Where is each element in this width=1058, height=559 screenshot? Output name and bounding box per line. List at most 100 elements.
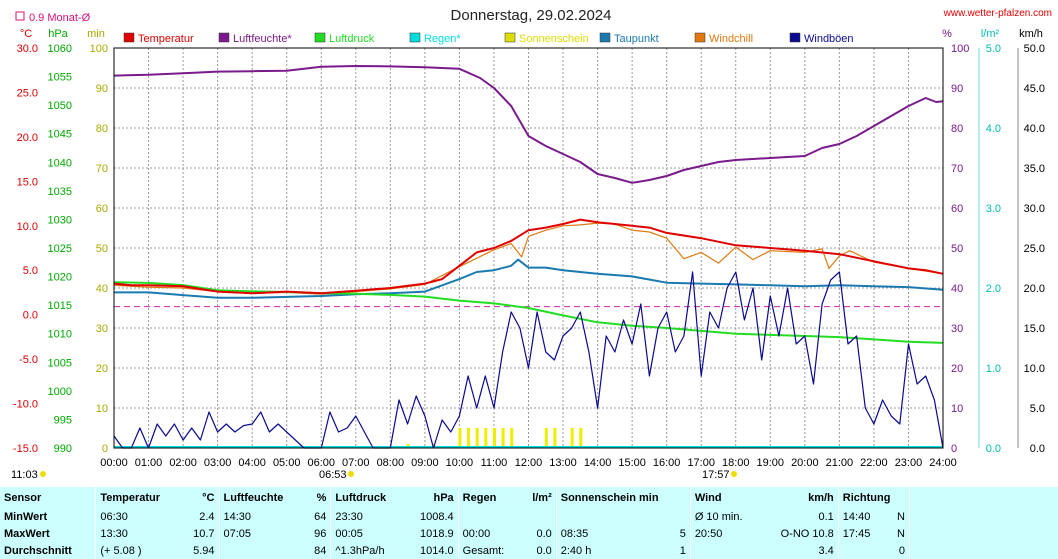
y-tick-label: -15.0	[13, 443, 38, 455]
x-tick-label: 12:00	[515, 457, 543, 469]
wind-time	[689, 542, 761, 559]
statistics-table: Sensor Temperatur °C Luftfeuchte % Luftd…	[0, 487, 1058, 559]
y-tick-label: 30	[96, 323, 108, 335]
x-tick-label: 09:00	[411, 457, 439, 469]
pres-value: 1018.9	[420, 527, 454, 540]
x-tick-label: 06:00	[307, 457, 335, 469]
x-tick-label: 17:00	[687, 457, 715, 469]
rain-time: 00:00	[457, 525, 522, 543]
monthly-avg-label: 0.9 Monat-Ø	[29, 12, 91, 24]
wind-value: O-NO 10.8	[780, 527, 834, 540]
y-tick-label: 15.0	[1024, 323, 1045, 335]
sun-time: 08:35	[555, 525, 654, 543]
sun-value: 5	[679, 527, 686, 540]
legend-label: Temperatur	[138, 33, 194, 45]
hdr-wind: Wind	[689, 487, 761, 509]
x-tick-label: 05:00	[273, 457, 301, 469]
y-tick-label: 0	[102, 443, 108, 455]
unit-sun: min	[87, 28, 105, 40]
sunshine-bar	[458, 428, 462, 448]
y-tick-label: 25.0	[1024, 243, 1045, 255]
y-tick-label: 25.0	[17, 87, 38, 99]
y-tick-label: 70	[96, 163, 108, 175]
pres-value: 1014.0	[420, 544, 454, 557]
hdr-pressure-unit: hPa	[433, 491, 454, 504]
sunset-time: 17:57	[702, 469, 730, 481]
y-tick-label: 40.0	[1024, 123, 1045, 135]
stats-row-avg: Durchschnitt (+ 5.08 ) 5.94 84 ^1.3hPa/h…	[0, 542, 1058, 559]
sunshine-bar	[510, 428, 514, 448]
x-tick-label: 22:00	[860, 457, 888, 469]
sunshine-bar	[579, 428, 583, 448]
x-tick-label: 10:00	[446, 457, 474, 469]
hum-time: 07:05	[218, 525, 305, 543]
sun-time	[555, 508, 654, 526]
y-tick-label: 1010	[48, 329, 72, 341]
y-tick-label: 2.0	[986, 283, 1001, 295]
site-url[interactable]: www.wetter-pfalzen.com	[943, 8, 1052, 19]
hdr-rain-unit: l/m²	[532, 491, 552, 504]
legend-swatch	[314, 32, 326, 43]
y-tick-label: 1040	[48, 157, 72, 169]
y-tick-label: 10	[96, 403, 108, 415]
y-tick-label: 1.0	[986, 363, 1001, 375]
unit-wind: km/h	[1019, 28, 1043, 40]
y-tick-label: 20	[96, 363, 108, 375]
y-tick-label: -10.0	[13, 399, 38, 411]
pres-value: 1008.4	[420, 510, 454, 523]
pres-time: ^1.3hPa/h	[330, 542, 406, 559]
hdr-humidity-unit: %	[316, 491, 327, 504]
unit-pressure: hPa	[48, 28, 68, 40]
y-tick-label: 5.0	[986, 43, 1001, 55]
legend-label: Sonnenschein	[519, 33, 589, 45]
y-tick-label: 30.0	[1024, 203, 1045, 215]
legend-swatch	[409, 32, 421, 43]
series-line-luftfeuchte	[113, 65, 944, 184]
y-tick-label: 10.0	[17, 221, 38, 233]
x-tick-label: 01:00	[135, 457, 163, 469]
y-tick-label: 90	[96, 83, 108, 95]
sun-time: 2:40 h	[555, 542, 654, 559]
temp-time: 06:30	[95, 508, 182, 526]
dir-value: N	[897, 510, 905, 523]
stats-row-min: MinWert 06:30 2.4 14:30 64 23:30 1008.4 …	[0, 508, 1058, 526]
y-tick-label: 30.0	[17, 43, 38, 55]
y-tick-label: 1055	[48, 72, 72, 84]
sunshine-bar	[544, 428, 548, 448]
x-tick-label: 08:00	[377, 457, 405, 469]
hum-time: 14:30	[218, 508, 305, 526]
pres-time: 00:05	[330, 525, 406, 543]
y-tick-label: 50	[951, 243, 963, 255]
temp-time: 13:30	[95, 525, 182, 543]
y-tick-label: 100	[90, 43, 108, 55]
y-tick-label: 40	[96, 283, 108, 295]
stats-row-max: MaxWert 13:30 10.7 07:05 96 00:05 1018.9…	[0, 525, 1058, 543]
x-tick-label: 18:00	[722, 457, 750, 469]
legend-swatch	[599, 32, 611, 43]
dir-time: 17:45	[837, 525, 888, 543]
series-line-taupunkt	[114, 258, 944, 299]
y-tick-label: 1050	[48, 100, 72, 112]
y-tick-label: 1000	[48, 386, 72, 398]
y-tick-label: 10.0	[1024, 363, 1045, 375]
legend-swatch	[694, 32, 706, 43]
unit-rain: l/m²	[981, 28, 1000, 40]
sunshine-bar	[484, 428, 488, 448]
y-tick-label: 20.0	[17, 132, 38, 144]
hum-value: 64	[314, 510, 327, 523]
hum-value: 96	[314, 527, 327, 540]
rain-value: 0.0	[536, 527, 552, 540]
start-time: 11:03	[11, 469, 38, 481]
dir-time: 14:40	[837, 508, 888, 526]
hdr-direction: Richtung	[837, 487, 910, 509]
legend-label: Luftfeuchte*	[233, 33, 292, 45]
dir-value: 0	[898, 544, 905, 557]
y-tick-label: 1005	[48, 357, 72, 369]
hum-time	[218, 542, 305, 559]
temp-value: 5.94	[193, 544, 215, 557]
x-tick-label: 16:00	[653, 457, 681, 469]
chart-title: Donnerstag, 29.02.2024	[451, 7, 612, 24]
x-tick-label: 00:00	[100, 457, 128, 469]
sunshine-bar	[475, 428, 479, 448]
stats-spacer	[909, 487, 1058, 509]
